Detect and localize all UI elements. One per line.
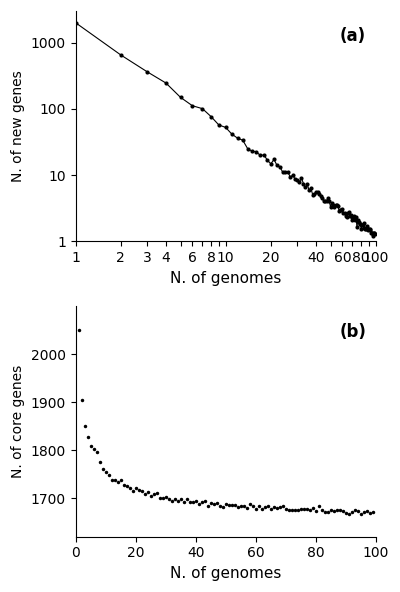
Text: (b): (b) — [340, 323, 366, 340]
Y-axis label: N. of new genes: N. of new genes — [11, 70, 25, 182]
Y-axis label: N. of core genes: N. of core genes — [11, 365, 25, 478]
X-axis label: N. of genomes: N. of genomes — [170, 566, 281, 581]
X-axis label: N. of genomes: N. of genomes — [170, 271, 281, 285]
Text: (a): (a) — [340, 27, 366, 45]
